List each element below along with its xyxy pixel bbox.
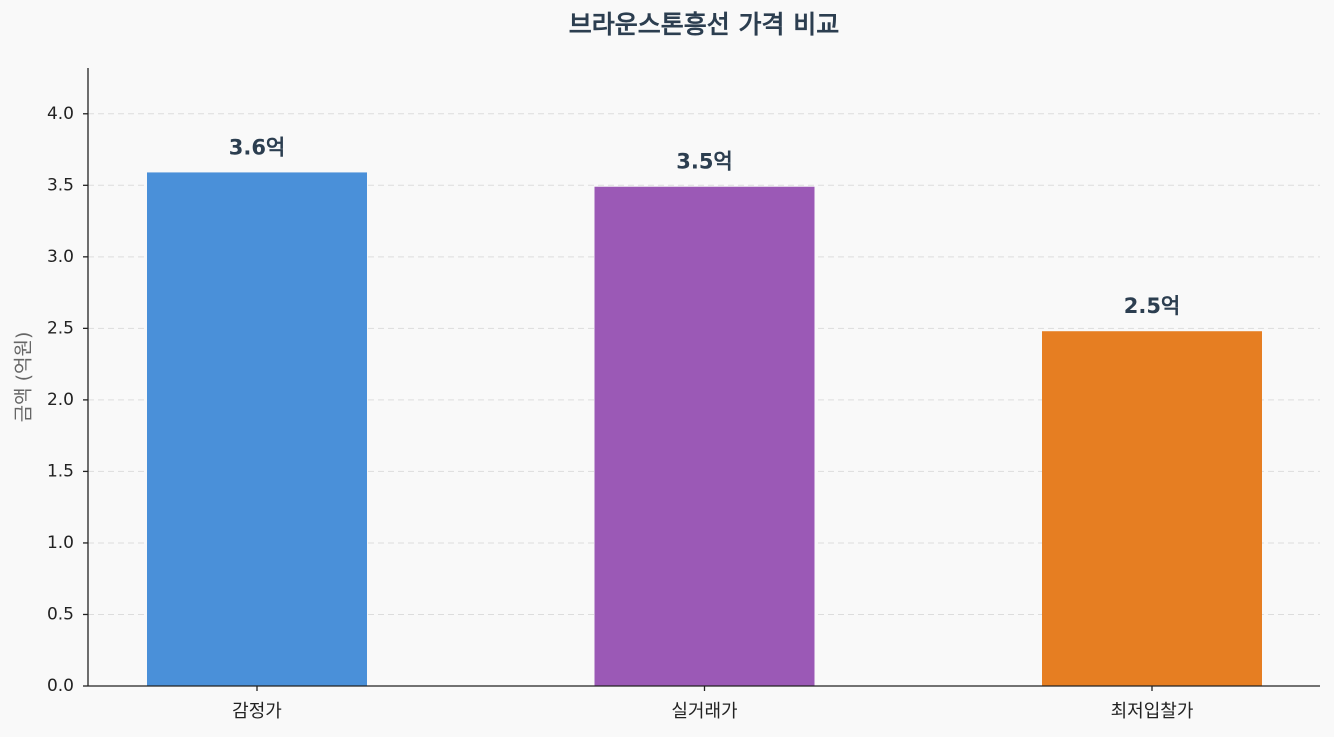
y-tick-label: 1.0 xyxy=(47,533,74,553)
value-label: 3.6억 xyxy=(229,135,286,159)
y-tick-label: 1.5 xyxy=(47,461,74,481)
x-tick-label: 최저입찰가 xyxy=(1111,701,1194,722)
y-tick-label: 3.5 xyxy=(47,175,74,195)
y-tick-label: 4.0 xyxy=(47,104,74,124)
bar xyxy=(1042,331,1262,686)
bar xyxy=(594,186,815,686)
value-label: 3.5억 xyxy=(676,150,733,174)
y-tick-label: 2.5 xyxy=(47,318,74,338)
value-label: 2.5억 xyxy=(1124,294,1181,318)
x-tick-label: 감정가 xyxy=(232,701,282,722)
y-tick-label: 0.5 xyxy=(47,604,74,624)
chart-title: 브라운스톤흥선 가격 비교 xyxy=(569,10,839,39)
y-tick-label: 2.0 xyxy=(47,390,74,410)
bar xyxy=(147,172,367,687)
y-tick-label: 3.0 xyxy=(47,247,74,267)
y-tick-label: 0.0 xyxy=(47,676,74,696)
y-axis-label: 금액 (억원) xyxy=(13,332,35,423)
x-tick-label: 실거래가 xyxy=(671,701,737,722)
